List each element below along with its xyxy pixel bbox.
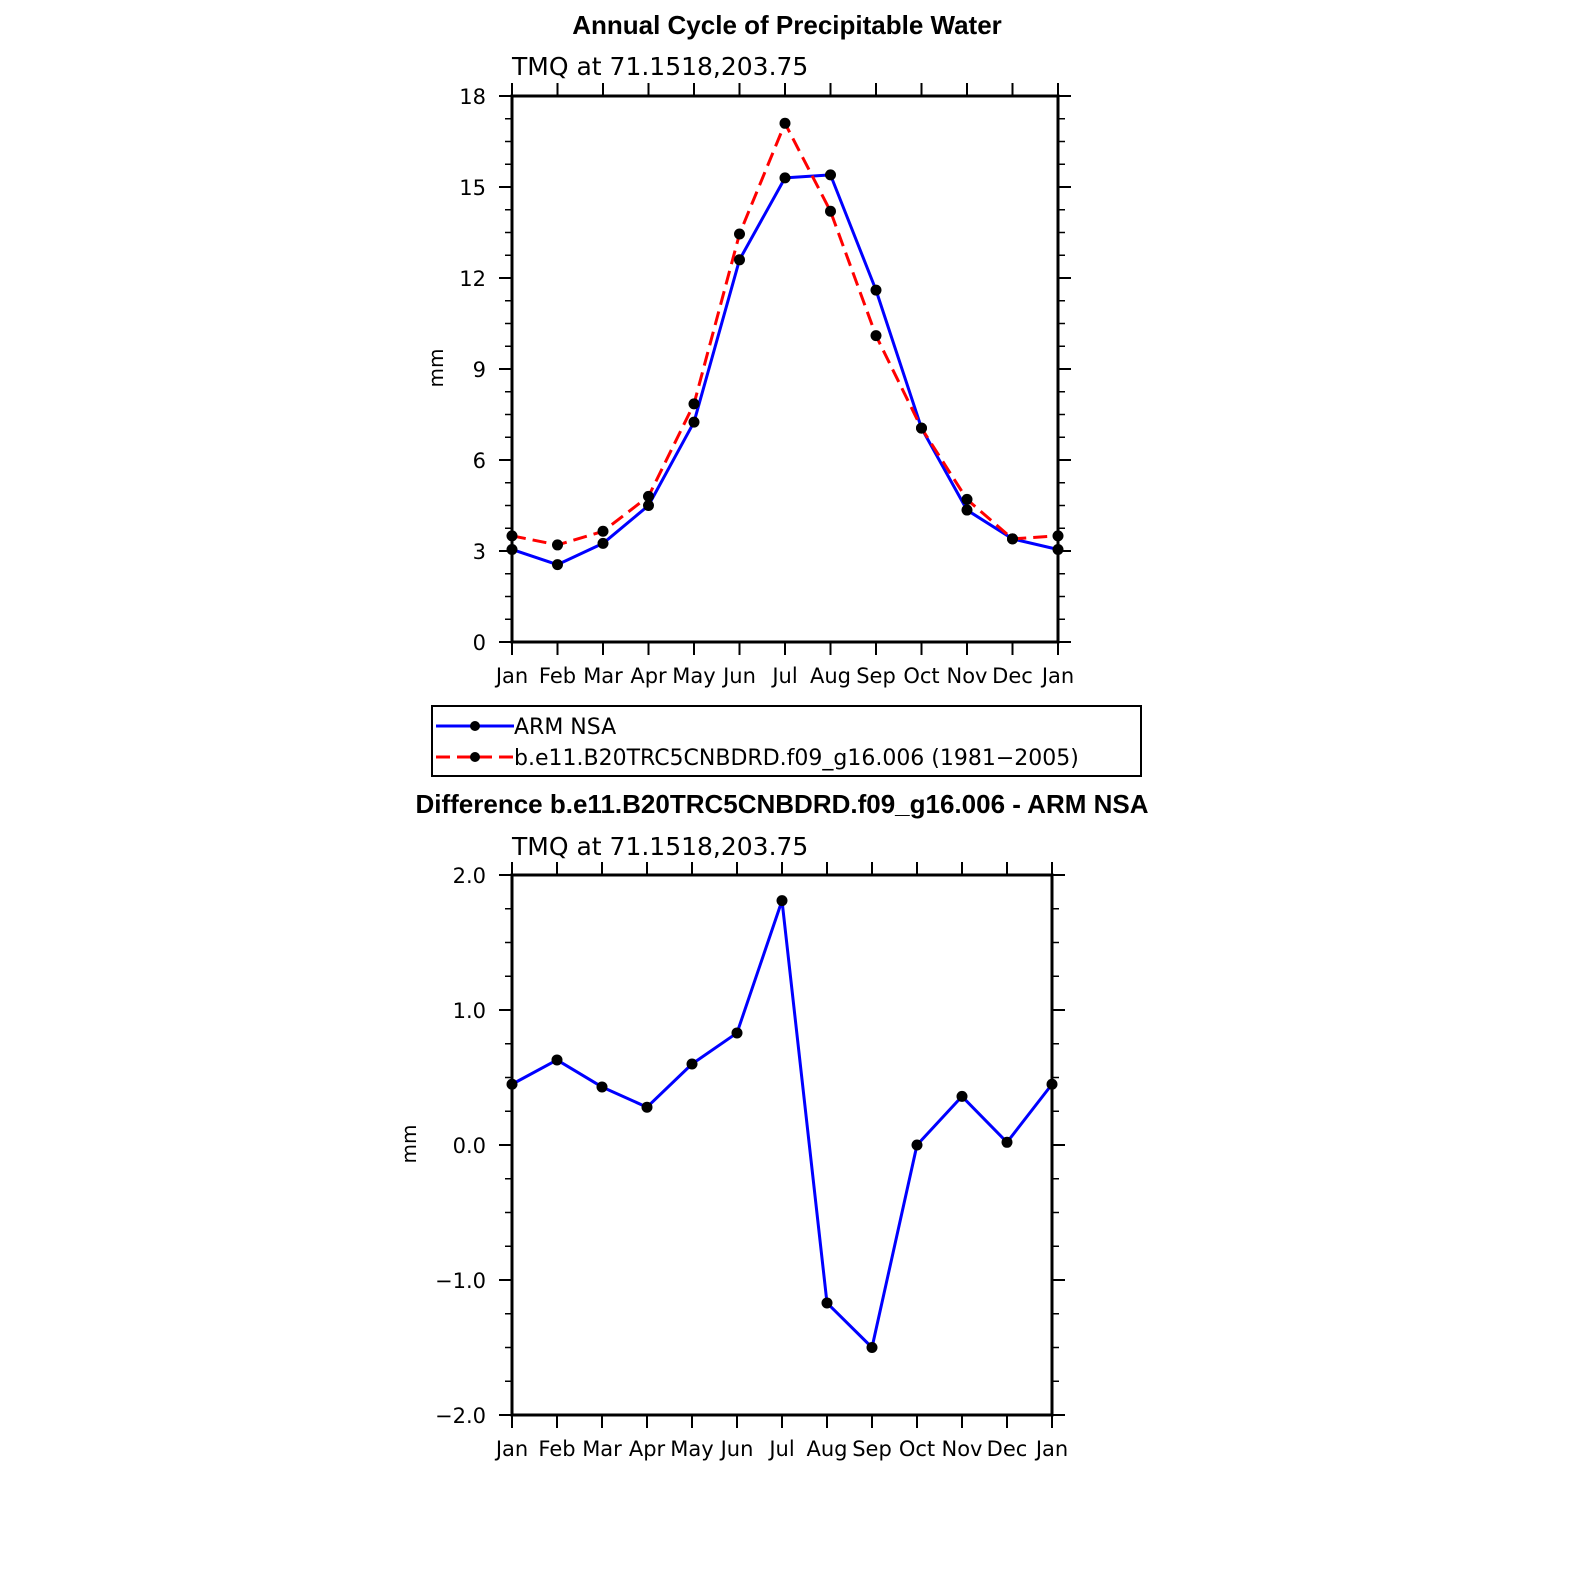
legend: ARM NSA b.e11.B20TRC5CNBDRD.f09_g16.006 … <box>431 705 1142 777</box>
top-data-point-0 <box>825 169 836 181</box>
top-y-tick-label: 0 <box>473 631 486 655</box>
top-series-line-1 <box>511 121 1059 547</box>
top-data-point-0 <box>1052 543 1064 555</box>
bottom-x-tick-label: Jul <box>767 1437 794 1461</box>
top-data-point-1 <box>779 117 791 129</box>
bottom-data-point-0 <box>1046 1078 1058 1090</box>
top-data-point-0 <box>643 500 654 511</box>
bottom-data-point-0 <box>1001 1136 1013 1148</box>
top-x-tick-label: Oct <box>903 664 939 688</box>
bottom-chart-subtitle: TMQ at 71.1518,203.75 <box>511 832 808 861</box>
top-x-tick-label: May <box>672 664 715 688</box>
bottom-chart-title: Difference b.e11.B20TRC5CNBDRD.f09_g16.0… <box>415 789 1148 819</box>
bottom-x-tick-label: Oct <box>899 1437 935 1461</box>
top-x-tick-label: Mar <box>583 664 623 688</box>
top-x-tick-label: Jan <box>494 664 528 688</box>
bottom-y-tick-label: −2.0 <box>435 1404 486 1428</box>
top-x-tick-label: Nov <box>947 664 988 688</box>
top-data-point-1 <box>916 422 927 434</box>
top-data-point-0 <box>552 559 563 571</box>
difference-panel: Difference b.e11.B20TRC5CNBDRD.f09_g16.0… <box>397 789 1149 1461</box>
legend-label-arm-nsa: ARM NSA <box>514 715 616 740</box>
top-data-point-0 <box>961 504 973 516</box>
bottom-x-tick-label: May <box>670 1437 713 1461</box>
top-x-tick-label: Dec <box>992 664 1033 688</box>
bottom-y-tick-label: 1.0 <box>453 999 486 1023</box>
top-data-point-1 <box>1007 533 1018 545</box>
bottom-data-point-0 <box>686 1058 698 1070</box>
bottom-x-tick-label: Dec <box>987 1437 1028 1461</box>
top-chart-title: Annual Cycle of Precipitable Water <box>572 10 1002 40</box>
annual-cycle-panel: Annual Cycle of Precipitable Water TMQ a… <box>424 10 1074 688</box>
top-y-tick-label: 9 <box>473 358 486 382</box>
top-x-tick-label: Feb <box>539 664 576 688</box>
legend-label-model: b.e11.B20TRC5CNBDRD.f09_g16.006 (1981−20… <box>514 746 1079 771</box>
top-data-point-0 <box>506 543 518 555</box>
bottom-data-point-0 <box>956 1090 968 1102</box>
bottom-series <box>506 895 1058 1353</box>
top-y-tick-label: 12 <box>459 267 486 291</box>
top-data-point-1 <box>688 398 700 410</box>
bottom-x-tick-label: Sep <box>852 1437 892 1461</box>
legend-marker-arm-nsa <box>470 721 480 731</box>
bottom-y-tick-label: −1.0 <box>435 1269 486 1293</box>
top-x-tick-label: Aug <box>810 664 851 688</box>
top-series <box>506 117 1064 571</box>
top-chart-subtitle: TMQ at 71.1518,203.75 <box>511 52 808 81</box>
top-x-tick-label: Jan <box>1040 664 1074 688</box>
top-data-point-1 <box>734 228 745 240</box>
top-data-point-0 <box>779 172 791 184</box>
top-y-tick-label: 18 <box>459 85 486 109</box>
top-series-line-0 <box>511 173 1059 567</box>
bottom-data-point-0 <box>506 1078 518 1090</box>
bottom-axes: Jan Feb Mar Apr May Jun Jul Aug Sep Oct Nov Dec Jan−… <box>435 862 1068 1461</box>
bottom-data-point-0 <box>551 1054 563 1066</box>
top-data-point-1 <box>552 539 563 551</box>
top-x-tick-label: Sep <box>856 664 896 688</box>
bottom-data-point-0 <box>821 1297 833 1309</box>
top-x-tick-label: Jul <box>770 664 797 688</box>
top-data-point-1 <box>643 490 654 502</box>
top-y-axis-label: mm <box>424 349 448 388</box>
bottom-x-tick-label: Jan <box>494 1437 528 1461</box>
bottom-x-tick-label: Nov <box>942 1437 983 1461</box>
bottom-series-line-0 <box>511 899 1054 1349</box>
top-data-point-1 <box>870 330 882 342</box>
bottom-x-tick-label: Jun <box>719 1437 754 1461</box>
legend-box <box>431 705 1142 777</box>
top-data-point-1 <box>506 530 518 542</box>
bottom-x-tick-label: Jan <box>1034 1437 1068 1461</box>
bottom-data-point-0 <box>911 1139 923 1151</box>
top-data-point-1 <box>597 525 609 537</box>
top-y-tick-label: 3 <box>473 540 486 564</box>
bottom-y-tick-label: 2.0 <box>453 864 486 888</box>
top-y-tick-label: 15 <box>459 176 486 200</box>
top-x-tick-label: Apr <box>630 664 667 688</box>
bottom-x-tick-label: Apr <box>629 1437 666 1461</box>
top-y-tick-label: 6 <box>473 449 486 473</box>
bottom-data-point-0 <box>596 1081 608 1093</box>
top-data-point-1 <box>961 493 973 505</box>
bottom-data-point-0 <box>866 1342 878 1353</box>
top-axes: Jan Feb Mar Apr May Jun Jul Aug Sep Oct Nov Dec Jan 0… <box>459 83 1074 688</box>
legend-marker-model <box>470 752 480 762</box>
bottom-data-point-0 <box>776 895 788 907</box>
top-data-point-1 <box>1052 530 1064 542</box>
bottom-data-point-0 <box>641 1101 653 1113</box>
top-data-point-0 <box>734 254 745 266</box>
bottom-data-point-0 <box>731 1027 743 1039</box>
bottom-x-tick-label: Feb <box>538 1437 575 1461</box>
top-data-point-0 <box>597 537 609 549</box>
top-x-tick-label: Jun <box>721 664 756 688</box>
top-data-point-0 <box>688 416 700 428</box>
bottom-x-tick-label: Aug <box>806 1437 847 1461</box>
top-data-point-1 <box>825 205 836 217</box>
bottom-y-axis-label: mm <box>397 1125 421 1164</box>
bottom-x-tick-label: Mar <box>582 1437 622 1461</box>
top-data-point-0 <box>870 284 882 296</box>
bottom-plot-frame <box>510 873 1054 1417</box>
bottom-y-tick-label: 0.0 <box>453 1134 486 1158</box>
